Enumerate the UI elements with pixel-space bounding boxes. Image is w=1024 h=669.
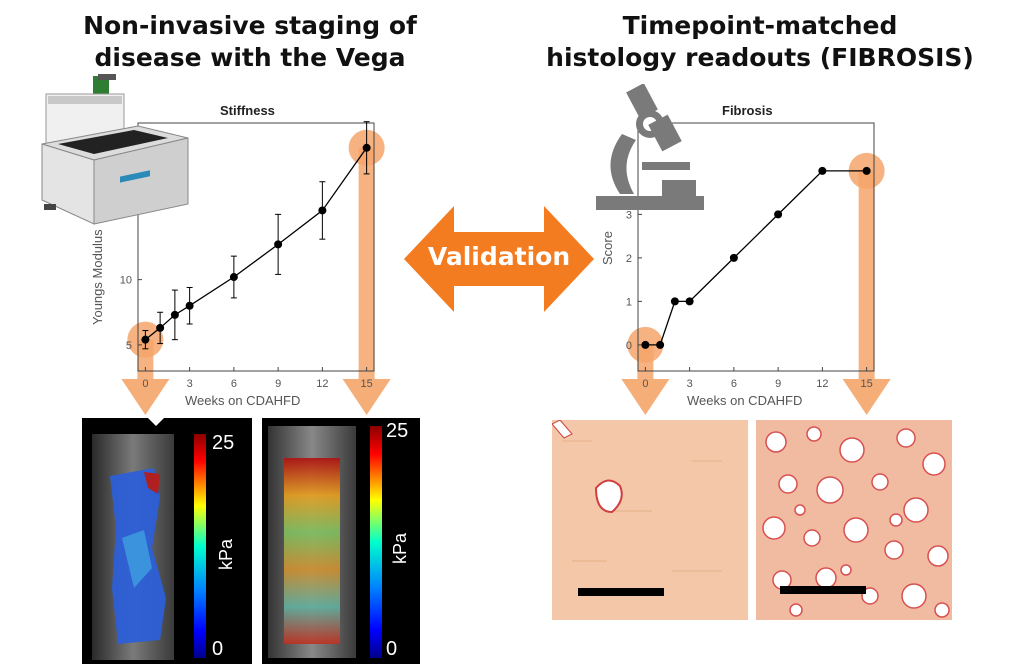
fibrosis-point-6 [729, 253, 738, 262]
stiffness-ytick-label-10: 10 [120, 275, 132, 287]
histology-image-week15 [756, 420, 952, 620]
fibrosis-point-0 [641, 340, 650, 349]
fibrosis-xtick-label-3: 3 [687, 378, 693, 390]
right-heading-line2: histology readouts (FIBROSIS) [546, 43, 974, 72]
stiffness-chart-title: Stiffness [220, 103, 275, 118]
fibrosis-x-axis-label: Weeks on CDAHFD [687, 393, 803, 408]
elastography-image-week15 [268, 426, 382, 658]
stiffness-xtick-label-6: 6 [231, 378, 237, 390]
left-heading: Non-invasive staging of disease with the… [40, 10, 460, 74]
stiffness-point-9 [274, 240, 283, 249]
stiffness-xtick-label-9: 9 [275, 378, 281, 390]
stiffness-point-12 [318, 206, 327, 215]
left-heading-line2: disease with the Vega [94, 43, 406, 72]
fibrosis-plot-frame [637, 122, 875, 372]
colorbar-unit-week0: kPa [216, 538, 236, 570]
fibrosis-ytick-label-2: 2 [626, 253, 632, 265]
fibrosis-highlight-bar-15 [858, 170, 875, 379]
vega-instrument-icon [41, 74, 189, 225]
stiffness-point-15 [362, 143, 371, 152]
fibrosis-y-axis-label: Score [600, 231, 615, 265]
fibrosis-chart-title: Fibrosis [722, 103, 773, 118]
validation-arrow-shape [404, 206, 594, 312]
stiffness-highlight-arrow-0 [121, 379, 170, 415]
right-heading-line1: Timepoint-matched [622, 11, 898, 40]
fibrosis-point-1 [656, 340, 665, 349]
colorbar-max-week15: 25 [386, 420, 409, 442]
elastography-panel-week0: 25 0 kPa [82, 418, 252, 664]
fibrosis-ytick-label-0: 0 [626, 340, 632, 352]
fibrosis-series-line [645, 170, 867, 346]
stiffness-xtick-label-3: 3 [187, 378, 193, 390]
fibrosis-xtick-label-0: 0 [642, 378, 648, 390]
elastography-image-week0 [92, 418, 206, 660]
stiffness-point-3 [185, 301, 194, 310]
fibrosis-xtick-label-9: 9 [775, 378, 781, 390]
fibrosis-xtick-label-12: 12 [816, 378, 828, 390]
stiffness-plot-frame [137, 122, 375, 372]
stiffness-point-6 [229, 273, 238, 282]
stiffness-highlight-arrow-15 [342, 379, 391, 415]
stiffness-ytick-label-5: 5 [126, 340, 132, 352]
fibrosis-point-9 [774, 210, 783, 219]
fibrosis-ytick-label-1: 1 [626, 296, 632, 308]
stiffness-xtick-label-15: 15 [361, 378, 373, 390]
stiffness-xtick-label-0: 0 [142, 378, 148, 390]
right-heading: Timepoint-matched histology readouts (FI… [520, 10, 1000, 74]
fibrosis-highlight-arrow-15 [842, 379, 891, 415]
colorbar-min-week0: 0 [212, 638, 224, 660]
colorbar-max-week0: 25 [212, 432, 235, 454]
fibrosis-point-3 [685, 297, 694, 306]
validation-label: Validation [427, 242, 571, 271]
histology-image-week0 [552, 420, 748, 620]
fibrosis-ytick-label-3: 3 [626, 209, 632, 221]
fibrosis-xtick-label-15: 15 [861, 378, 873, 390]
fibrosis-point-2 [670, 297, 679, 306]
stiffness-highlight-bar-15 [358, 147, 375, 379]
fibrosis-point-12 [818, 166, 827, 175]
fibrosis-xtick-label-6: 6 [731, 378, 737, 390]
microscope-icon [596, 84, 704, 210]
fibrosis-highlight-arrow-0 [621, 379, 670, 415]
stiffness-point-2 [170, 310, 179, 319]
stiffness-x-axis-label: Weeks on CDAHFD [185, 393, 301, 408]
colorbar-unit-week15: kPa [390, 532, 410, 564]
elastography-panel-week15: 25 0 kPa [262, 418, 420, 664]
stiffness-xtick-label-12: 12 [316, 378, 328, 390]
stiffness-point-0 [141, 335, 150, 344]
fibrosis-point-15 [862, 166, 871, 175]
stiffness-point-1 [156, 323, 165, 332]
left-heading-line1: Non-invasive staging of [83, 11, 417, 40]
validation-arrow [404, 206, 594, 312]
colorbar-min-week15: 0 [386, 638, 398, 660]
